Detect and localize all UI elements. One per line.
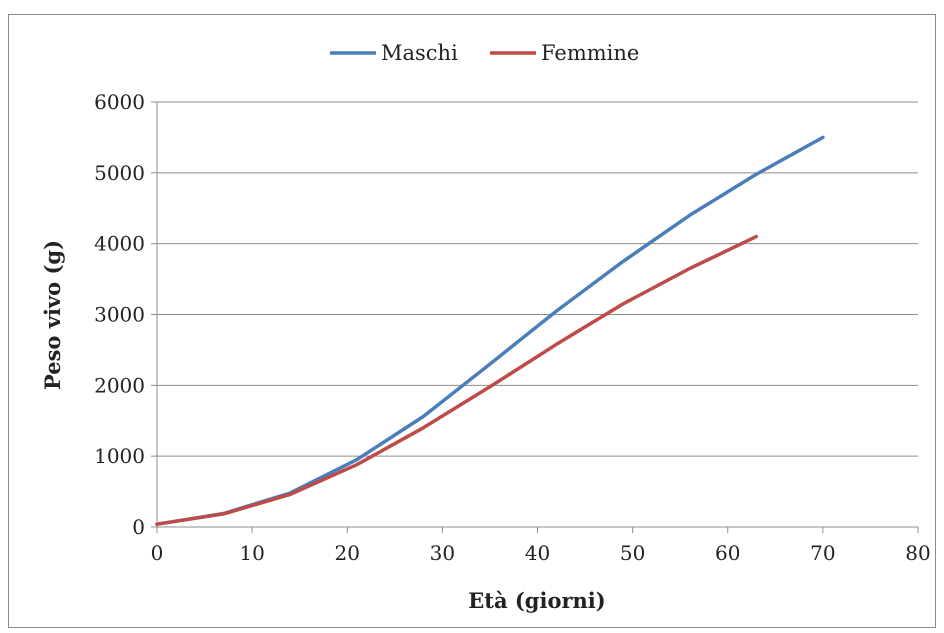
y-axis-title: Peso vivo (g) xyxy=(40,240,65,390)
y-tick-label: 5000 xyxy=(94,161,145,185)
x-tick-label: 30 xyxy=(430,541,455,565)
x-tick-label: 0 xyxy=(151,541,164,565)
x-tick-label: 40 xyxy=(525,541,550,565)
series-line-femmine xyxy=(155,234,759,526)
y-tick-labels: 0 1000 2000 3000 4000 5000 6000 xyxy=(94,90,157,539)
x-tick-label: 80 xyxy=(905,541,930,565)
y-tick-label: 1000 xyxy=(94,444,145,468)
y-tick-label: 0 xyxy=(132,515,145,539)
legend-label-maschi: Maschi xyxy=(381,41,458,65)
gridlines xyxy=(157,101,918,457)
y-tick-label: 6000 xyxy=(94,90,145,114)
chart-frame xyxy=(8,14,936,628)
y-tick-label: 4000 xyxy=(94,232,145,256)
y-tick-label: 3000 xyxy=(94,303,145,327)
x-tick-label: 60 xyxy=(715,541,740,565)
series-lines xyxy=(155,135,825,526)
series-line-maschi xyxy=(155,135,825,526)
legend: Maschi Femmine xyxy=(330,41,639,65)
legend-label-femmine: Femmine xyxy=(541,41,639,65)
x-tick-label: 50 xyxy=(620,541,645,565)
x-tick-label: 70 xyxy=(810,541,835,565)
x-axis-title: Età (giorni) xyxy=(468,588,605,613)
x-tick-label: 10 xyxy=(239,541,264,565)
x-tick-labels: 0 10 20 30 40 50 60 70 80 xyxy=(151,527,931,565)
x-tick-label: 20 xyxy=(335,541,360,565)
y-tick-label: 2000 xyxy=(94,373,145,397)
